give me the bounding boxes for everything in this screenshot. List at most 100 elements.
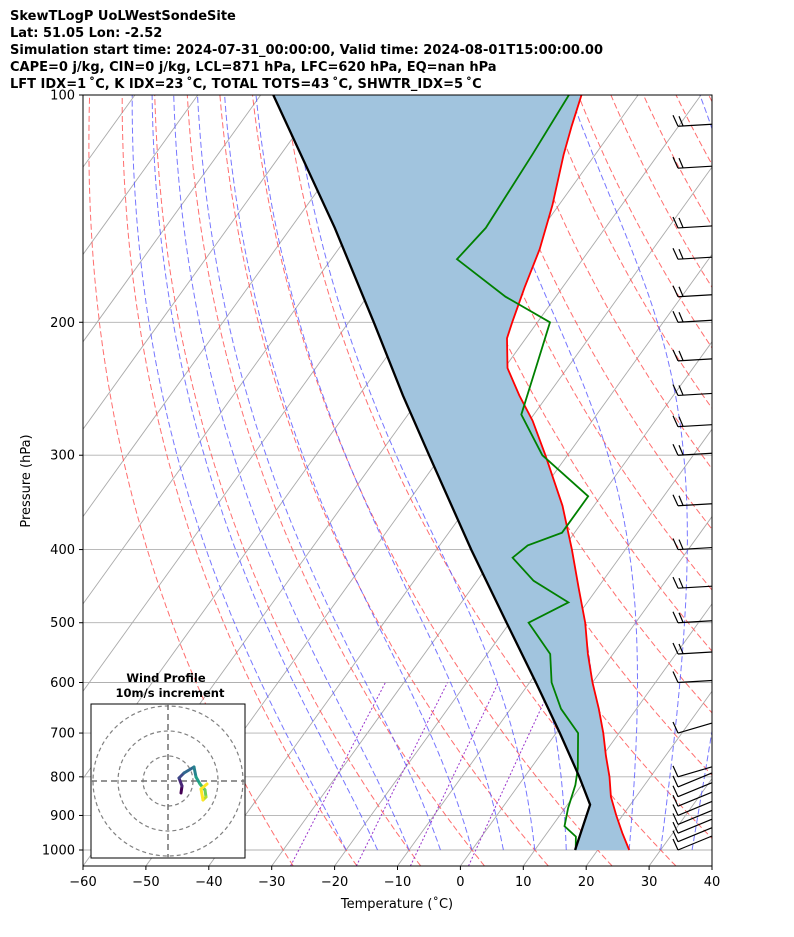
series-layer <box>272 95 631 851</box>
hodograph-segment <box>182 765 196 775</box>
y-tick-label: 100 <box>50 89 75 104</box>
y-tick-label: 800 <box>50 770 75 785</box>
positive-area-layer <box>273 95 630 850</box>
isotherm <box>83 95 387 518</box>
wind-barb <box>672 576 713 589</box>
x-tick-label: −20 <box>321 875 348 890</box>
wind-barb <box>672 311 713 323</box>
isotherm <box>334 341 712 866</box>
temperature-line <box>506 95 631 851</box>
dry-adiabat <box>642 95 712 228</box>
isotherm <box>0 95 72 866</box>
chart-title: SkewTLogP UoLWestSondeSite <box>10 9 236 24</box>
mixing-ratio-line <box>468 682 554 866</box>
dry-adiabat <box>675 95 712 166</box>
mixing-ratio-line <box>409 682 499 866</box>
wind-barb <box>672 247 713 260</box>
hodograph-segment <box>199 782 209 791</box>
hodograph-layer <box>91 704 245 858</box>
dry-adiabat <box>741 95 794 866</box>
x-tick-label: 20 <box>578 875 595 890</box>
y-tick-label: 500 <box>50 616 75 631</box>
moist-adiabat <box>293 95 536 851</box>
isotherm <box>83 95 199 256</box>
y-tick-layer: 100 200 300 400 500 600 700 800 900 1000 <box>42 89 83 859</box>
time-line: Simulation start time: 2024-07-31_00:00:… <box>10 43 603 58</box>
location-line: Lat: 51.05 Lon: -2.52 <box>10 26 163 41</box>
hodograph-segment <box>192 765 198 779</box>
dry-adiabat <box>154 95 422 866</box>
y-tick-label: 700 <box>50 727 75 742</box>
x-tick-label: 10 <box>515 875 532 890</box>
wind-barb <box>672 827 713 843</box>
wind-profile-inset: Wind Profile 10m/s increment <box>90 671 246 859</box>
wind-barb <box>672 611 713 624</box>
inset-title: Wind Profile <box>126 671 206 685</box>
wind-barb <box>672 782 713 798</box>
wind-barb <box>672 642 713 655</box>
isotherm <box>775 95 794 866</box>
x-tick-label: −30 <box>258 875 285 890</box>
dry-adiabat <box>186 95 485 866</box>
isotherm <box>83 95 262 343</box>
wind-barb <box>672 772 713 788</box>
moist-adiabat <box>131 95 347 851</box>
mixing-ratio-line <box>355 682 448 866</box>
wind-barb <box>672 538 713 551</box>
x-tick-layer: −60 −50 −40 −30 −20 −10 0 10 20 30 40 <box>69 866 720 890</box>
wind-barb <box>672 671 713 684</box>
moist-adiabat <box>224 95 473 851</box>
dewpoint-line <box>455 95 590 851</box>
dry-adiabat <box>708 95 712 103</box>
positive-area-shading <box>273 95 630 850</box>
dry-adiabat <box>284 95 677 866</box>
moist-adiabat <box>691 95 712 851</box>
wind-barb-layer <box>672 115 713 851</box>
chart-header: SkewTLogP UoLWestSondeSite Lat: 51.05 Lo… <box>10 8 603 93</box>
wind-barb <box>672 216 713 229</box>
isotherm <box>0 95 9 866</box>
x-tick-label: −10 <box>384 875 411 890</box>
wind-barb <box>672 384 713 397</box>
wind-barb <box>672 285 713 298</box>
x-tick-label: −60 <box>69 875 96 890</box>
isotherm <box>585 690 712 866</box>
wind-barb <box>672 765 713 778</box>
dry-adiabat <box>219 95 549 866</box>
isotherm <box>83 95 324 430</box>
wind-barb <box>672 835 713 851</box>
isotherm <box>522 603 712 866</box>
isotherm <box>460 515 712 866</box>
wind-barb <box>672 818 713 834</box>
wind-barb <box>672 443 713 456</box>
y-tick-label: 300 <box>50 449 75 464</box>
dry-adiabat <box>512 95 712 470</box>
wind-barb <box>672 800 713 817</box>
isotherm <box>648 777 712 866</box>
x-tick-label: 40 <box>704 875 721 890</box>
hodograph-segment <box>199 787 205 802</box>
moist-adiabat <box>471 95 638 851</box>
indices-line-2: LFT IDX=1 ˚C, K IDX=23 ˚C, TOTAL TOTS=43… <box>10 77 482 92</box>
x-axis-label: Temperature (˚C) <box>340 896 453 912</box>
y-tick-label: 200 <box>50 316 75 331</box>
y-tick-label: 900 <box>50 809 75 824</box>
wind-barb <box>672 791 713 807</box>
x-tick-label: −40 <box>195 875 222 890</box>
grid-layer <box>0 95 794 866</box>
x-tick-label: 30 <box>641 875 658 890</box>
moist-adiabat <box>724 95 794 850</box>
indices-line-1: CAPE=0 j/kg, CIN=0 j/kg, LCL=871 hPa, LF… <box>10 60 497 75</box>
wind-barb <box>672 115 713 127</box>
parcel-line <box>272 95 592 851</box>
moist-adiabat <box>173 95 410 851</box>
dry-adiabat <box>447 95 712 591</box>
hodograph-ring <box>117 730 219 832</box>
y-tick-label: 1000 <box>42 844 75 859</box>
y-tick-label: 600 <box>50 676 75 691</box>
dry-adiabat <box>252 95 613 866</box>
wind-barb <box>672 349 713 362</box>
wind-barb <box>672 494 713 507</box>
isotherm <box>711 865 712 866</box>
y-tick-label: 400 <box>50 543 75 558</box>
